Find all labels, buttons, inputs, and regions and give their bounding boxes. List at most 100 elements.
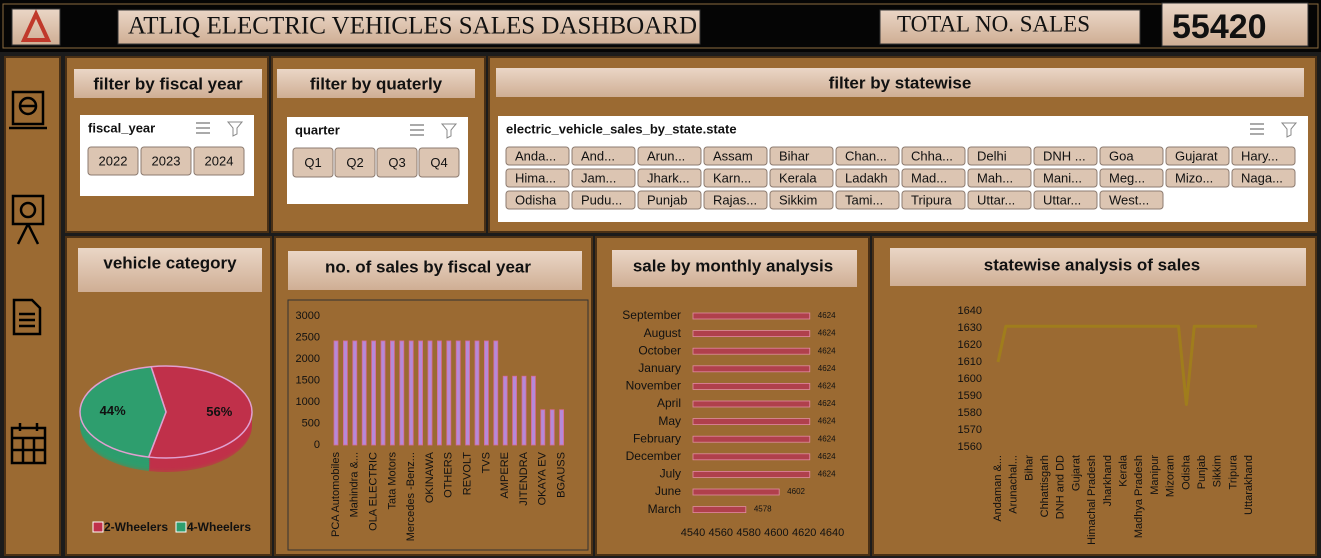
slicer-item[interactable] bbox=[193, 146, 245, 176]
data-label: 4578 bbox=[754, 505, 772, 514]
slicer-item[interactable] bbox=[901, 190, 966, 210]
clear-filter-icon bbox=[1280, 122, 1298, 138]
slicer-item[interactable] bbox=[835, 146, 900, 166]
data-label: 4624 bbox=[818, 399, 836, 408]
y-tick-label: 1610 bbox=[958, 356, 982, 368]
slicer-item[interactable] bbox=[769, 146, 834, 166]
x-tick-label: DNH and DD bbox=[1055, 455, 1067, 519]
slicer-item[interactable] bbox=[901, 168, 966, 188]
slicer-item[interactable] bbox=[571, 168, 636, 188]
monitor-icon bbox=[9, 90, 47, 130]
x-tick-label: Mahindra &... bbox=[349, 452, 361, 517]
multi-select-icon bbox=[1250, 123, 1264, 135]
bar bbox=[333, 340, 339, 446]
bar bbox=[371, 340, 377, 446]
bar bbox=[455, 340, 461, 446]
slicer-item[interactable] bbox=[1231, 146, 1296, 166]
filter-title: filter by quaterly bbox=[310, 74, 443, 93]
x-tick-label: OKAYA EV bbox=[537, 451, 549, 505]
slicer-item[interactable] bbox=[901, 146, 966, 166]
slicer-item[interactable] bbox=[571, 190, 636, 210]
y-tick-label: 1560 bbox=[958, 441, 982, 453]
slicer-item[interactable] bbox=[292, 147, 334, 178]
slicer-item[interactable] bbox=[1165, 146, 1230, 166]
x-tick-label: OKINAWA bbox=[424, 451, 436, 503]
slicer-item[interactable] bbox=[1099, 168, 1164, 188]
title-box bbox=[117, 9, 701, 45]
slicer-item-label: Uttar... bbox=[1043, 192, 1081, 207]
slicer-item[interactable] bbox=[87, 146, 139, 176]
y-tick-label: October bbox=[638, 343, 681, 357]
slicer-item[interactable] bbox=[505, 190, 570, 210]
slicer-item[interactable] bbox=[703, 190, 768, 210]
y-tick-label: June bbox=[655, 484, 681, 498]
bar bbox=[502, 375, 508, 446]
slicer-item-label: Pudu... bbox=[581, 192, 622, 207]
bar bbox=[436, 340, 442, 446]
bar bbox=[692, 506, 747, 514]
slicer-item[interactable] bbox=[505, 168, 570, 188]
slicer-item[interactable] bbox=[769, 168, 834, 188]
slicer-item-label: Goa bbox=[1109, 148, 1134, 163]
slicer-item[interactable] bbox=[334, 147, 376, 178]
data-label: 4624 bbox=[818, 434, 836, 443]
slicer-item[interactable] bbox=[1099, 146, 1164, 166]
bar bbox=[692, 453, 811, 461]
slicer-item-label: Tami... bbox=[845, 192, 883, 207]
total-label: TOTAL NO. SALES bbox=[897, 11, 1090, 36]
slicer-item[interactable] bbox=[769, 190, 834, 210]
slicer-item[interactable] bbox=[505, 146, 570, 166]
slicer-item[interactable] bbox=[703, 146, 768, 166]
slicer-item[interactable] bbox=[1033, 168, 1098, 188]
slicer-item[interactable] bbox=[1165, 168, 1230, 188]
y-tick-label: July bbox=[660, 467, 681, 481]
slicer-item-label: Chan... bbox=[845, 148, 887, 163]
bar bbox=[427, 340, 433, 446]
slicer-item[interactable] bbox=[637, 146, 702, 166]
slicer-item[interactable] bbox=[376, 147, 418, 178]
header-frame bbox=[2, 3, 1319, 49]
bar bbox=[408, 340, 414, 446]
y-tick-label: 1600 bbox=[958, 373, 982, 385]
slicer-item[interactable] bbox=[835, 190, 900, 210]
x-tick-label: Gujarat bbox=[1070, 455, 1082, 491]
slicer-item[interactable] bbox=[1033, 190, 1098, 210]
data-label: 4602 bbox=[787, 487, 805, 496]
bar bbox=[692, 312, 811, 320]
filter-title-box bbox=[277, 69, 475, 98]
bar bbox=[465, 340, 471, 446]
slicer-item[interactable] bbox=[1033, 146, 1098, 166]
slicer-item-label: Hima... bbox=[515, 170, 556, 185]
dashboard-title: ATLIQ ELECTRIC VEHICLES SALES DASHBOARD bbox=[128, 13, 697, 40]
legend-marker bbox=[92, 521, 104, 533]
slicer-item[interactable] bbox=[1231, 168, 1296, 188]
slicer-item[interactable] bbox=[835, 168, 900, 188]
data-label: 44% bbox=[100, 403, 126, 418]
multi-select-icon bbox=[196, 122, 210, 134]
bar bbox=[692, 330, 811, 338]
multi-select-icon bbox=[410, 124, 424, 136]
slicer-item[interactable] bbox=[418, 147, 460, 178]
slicer-item-label: Q1 bbox=[304, 155, 321, 170]
slicer-item[interactable] bbox=[140, 146, 192, 176]
slicer-item[interactable] bbox=[637, 168, 702, 188]
slicer-item[interactable] bbox=[1099, 190, 1164, 210]
slicer-item-label: Karn... bbox=[713, 170, 751, 185]
x-tick-label: JITENDRA bbox=[518, 451, 530, 505]
total-value: 55420 bbox=[1172, 8, 1267, 46]
slicer-item[interactable] bbox=[967, 146, 1032, 166]
slicer-item[interactable] bbox=[967, 168, 1032, 188]
x-tick-label: 4580 bbox=[736, 527, 760, 539]
slicer-item-label: Sikkim bbox=[779, 192, 817, 207]
x-tick-label: OTHERS bbox=[443, 452, 455, 498]
slicer-item[interactable] bbox=[703, 168, 768, 188]
slicer-item-label: Naga... bbox=[1241, 170, 1283, 185]
bar bbox=[352, 340, 358, 446]
y-tick-label: February bbox=[633, 431, 681, 445]
slicer-item[interactable] bbox=[637, 190, 702, 210]
slicer-item[interactable] bbox=[571, 146, 636, 166]
panel bbox=[595, 236, 870, 556]
slicer-item[interactable] bbox=[967, 190, 1032, 210]
x-tick-label: Mercedes -Benz... bbox=[405, 452, 417, 541]
